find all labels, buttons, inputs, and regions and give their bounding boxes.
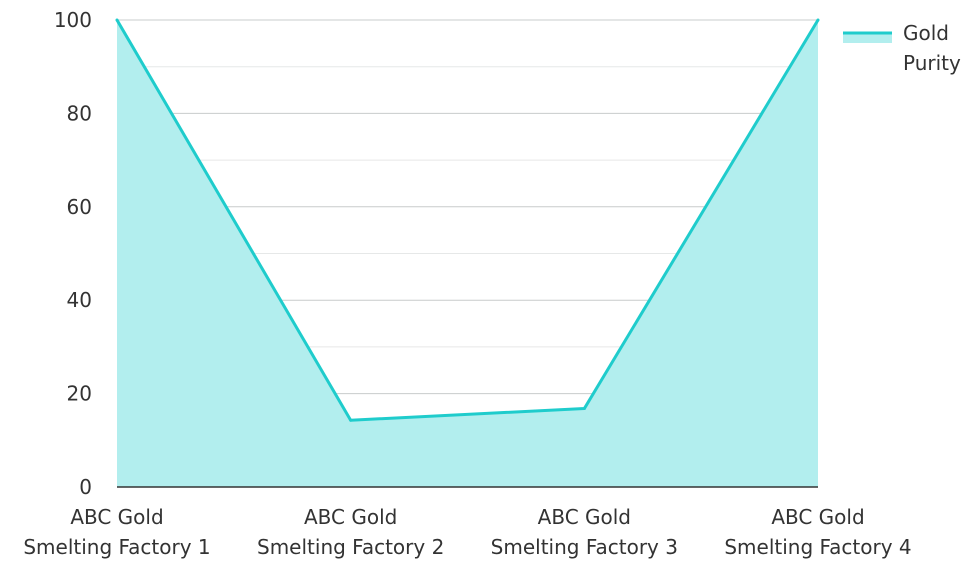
data-point <box>816 18 820 22</box>
legend-label: Gold Purity <box>903 21 961 75</box>
y-axis-ticks: 0 20 40 60 80 100 <box>54 8 92 499</box>
data-point <box>115 18 119 22</box>
y-tick-label: 100 <box>54 8 92 32</box>
series-line <box>115 19 820 422</box>
y-tick-label: 80 <box>67 101 92 125</box>
data-point <box>582 407 586 411</box>
series-area-fill <box>117 20 818 487</box>
y-tick-label: 60 <box>67 195 92 219</box>
y-tick-label: 0 <box>79 475 92 499</box>
y-tick-label: 40 <box>67 288 92 312</box>
x-tick-label: ABC Gold Smelting Factory 3 <box>491 505 678 559</box>
area-series <box>115 18 820 487</box>
y-tick-label: 20 <box>67 382 92 406</box>
x-tick-label: ABC Gold Smelting Factory 2 <box>257 505 444 559</box>
x-tick-label: ABC Gold Smelting Factory 4 <box>724 505 911 559</box>
legend: Gold Purity <box>843 21 961 75</box>
x-tick-label: ABC Gold Smelting Factory 1 <box>23 505 210 559</box>
legend-swatch-fill <box>843 33 892 43</box>
data-point <box>349 418 353 422</box>
x-axis-ticks: ABC Gold Smelting Factory 1 ABC Gold Smelti… <box>23 505 911 559</box>
